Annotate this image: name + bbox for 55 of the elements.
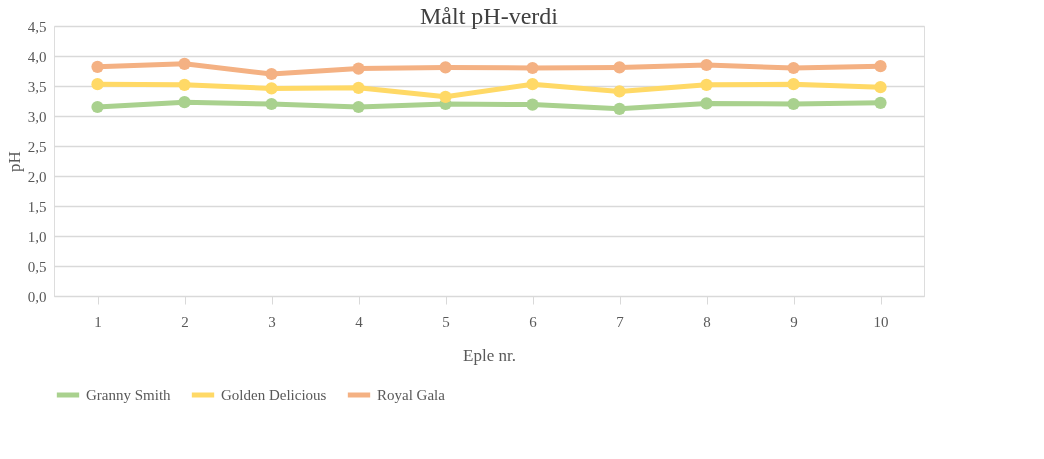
y-tick-label: 4,0 <box>27 48 47 65</box>
x-tick-label: 10 <box>873 313 889 330</box>
point <box>700 78 713 91</box>
point <box>613 61 626 74</box>
y-tick-label: 1,5 <box>27 198 47 215</box>
point <box>178 96 191 109</box>
x-tick-label: 3 <box>268 313 276 330</box>
point <box>700 58 713 72</box>
x-tick-label: 1 <box>94 313 102 330</box>
point <box>874 81 887 94</box>
point <box>526 98 539 111</box>
point <box>787 78 800 91</box>
y-tick-label: 1,0 <box>27 228 47 245</box>
point <box>787 97 800 111</box>
point <box>91 60 104 73</box>
legend-label: Granny Smith <box>86 387 172 403</box>
point <box>178 57 191 70</box>
legend-label: Golden Delicious <box>221 387 327 403</box>
x-tick-label: 6 <box>529 313 538 330</box>
y-tick-label: 3,0 <box>27 108 47 125</box>
point <box>265 97 278 111</box>
x-tick-label: 5 <box>442 313 450 330</box>
point <box>526 78 539 91</box>
point <box>787 61 800 75</box>
point <box>700 97 713 110</box>
y-axis-title: pH <box>4 151 24 172</box>
point <box>265 67 278 81</box>
y-tick-label: 3,5 <box>27 78 47 95</box>
chart-title: Målt pH-verdi <box>420 3 559 29</box>
point <box>352 62 365 75</box>
point <box>91 78 104 91</box>
y-tick-label: 2,5 <box>27 138 47 155</box>
point <box>352 100 365 114</box>
point <box>874 60 887 73</box>
point <box>439 90 452 103</box>
x-tick-label: 9 <box>790 313 798 330</box>
x-tick-label: 8 <box>703 313 711 330</box>
y-tick-label: 4,5 <box>27 18 47 35</box>
point <box>265 82 278 95</box>
y-tick-label: 2,0 <box>27 168 47 185</box>
x-axis-title: Eple nr. <box>463 345 516 365</box>
point <box>613 85 626 98</box>
point <box>439 61 452 74</box>
point <box>526 61 539 75</box>
x-tick-label: 2 <box>181 313 189 330</box>
x-tick-label: 4 <box>355 313 364 330</box>
point <box>178 78 191 91</box>
point <box>352 81 365 94</box>
point <box>874 96 887 109</box>
legend-label: Royal Gala <box>377 387 446 403</box>
point <box>613 102 626 115</box>
y-tick-label: 0,0 <box>27 288 47 305</box>
point <box>91 100 104 114</box>
x-tick-label: 7 <box>616 313 625 330</box>
y-tick-label: 0,5 <box>27 258 47 275</box>
